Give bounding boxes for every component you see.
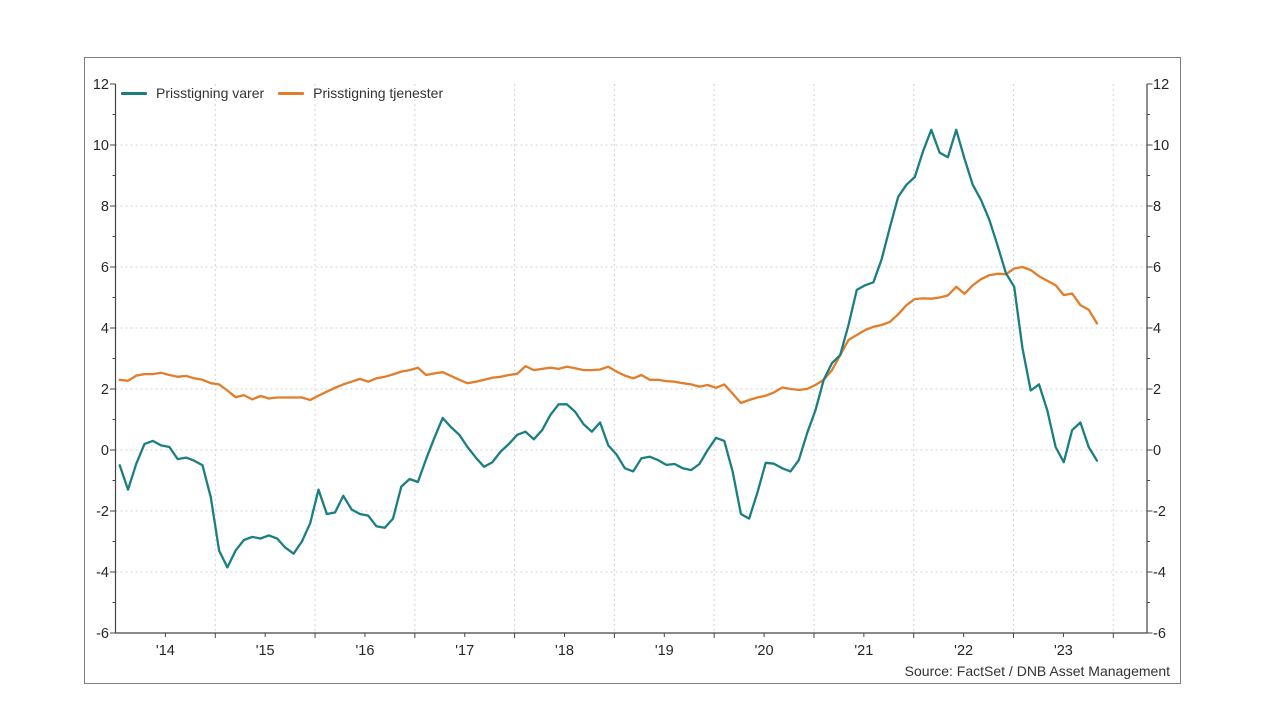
y-tick-label-left: 0 (101, 443, 109, 459)
series-line-1 (118, 265, 1099, 405)
x-tick-label: '19 (655, 643, 674, 659)
figure-border (84, 57, 1181, 684)
x-tick-label: '22 (954, 643, 973, 659)
x-tick-label: '23 (1054, 643, 1073, 659)
ticks (110, 83, 1153, 638)
y-tick-label-right: -4 (1153, 565, 1166, 581)
x-tick-label: '15 (256, 643, 275, 659)
y-tick-label-left: 2 (101, 382, 109, 398)
x-tick-label: '20 (755, 643, 774, 659)
legend-swatch-varer (121, 91, 147, 95)
x-tick-label: '21 (854, 643, 873, 659)
y-tick-label-right: 8 (1153, 199, 1161, 215)
legend-label-tjenester: Prisstigning tjenester (313, 85, 444, 101)
y-tick-label-right: 10 (1153, 138, 1169, 154)
y-tick-label-right: 4 (1153, 321, 1161, 337)
y-tick-label-right: 6 (1153, 260, 1161, 276)
axes (114, 84, 1148, 634)
y-tick-label-right: 2 (1153, 382, 1161, 398)
x-tick-label: '17 (455, 643, 474, 659)
y-tick-label-left: -4 (96, 565, 109, 581)
y-tick-label-right: -6 (1153, 626, 1166, 642)
y-tick-label-left: 12 (93, 77, 109, 93)
y-tick-label-left: 6 (101, 260, 109, 276)
tick-labels: 12 12 10 10 8 8 6 6 4 4 2 2 0 0 -2 -2 -4 -4 -6 -6 '14 '15 '16 '… (93, 77, 1169, 659)
y-tick-label-left: -6 (96, 626, 109, 642)
legend-label-varer: Prisstigning varer (156, 85, 265, 101)
legend-item-tjenester: Prisstigning tjenester (278, 85, 443, 101)
y-tick-label-right: 0 (1153, 443, 1161, 459)
y-tick-label-left: 8 (101, 199, 109, 215)
x-tick-label: '18 (555, 643, 574, 659)
y-tick-label-left: -2 (96, 504, 109, 520)
y-tick-label-right: 12 (1153, 77, 1169, 93)
series-line-0 (118, 128, 1099, 569)
x-tick-label: '14 (156, 643, 175, 659)
y-tick-label-left: 10 (93, 138, 109, 154)
source-attribution: Source: FactSet / DNB Asset Management (904, 663, 1170, 679)
legend: Prisstigning varer Prisstigning tjeneste… (121, 85, 443, 101)
y-tick-label-right: -2 (1153, 504, 1166, 520)
gridlines (115, 84, 1147, 633)
legend-item-varer: Prisstigning varer (121, 85, 264, 101)
y-tick-label-left: 4 (101, 321, 109, 337)
x-tick-label: '16 (355, 643, 374, 659)
legend-swatch-tjenester (278, 91, 305, 95)
